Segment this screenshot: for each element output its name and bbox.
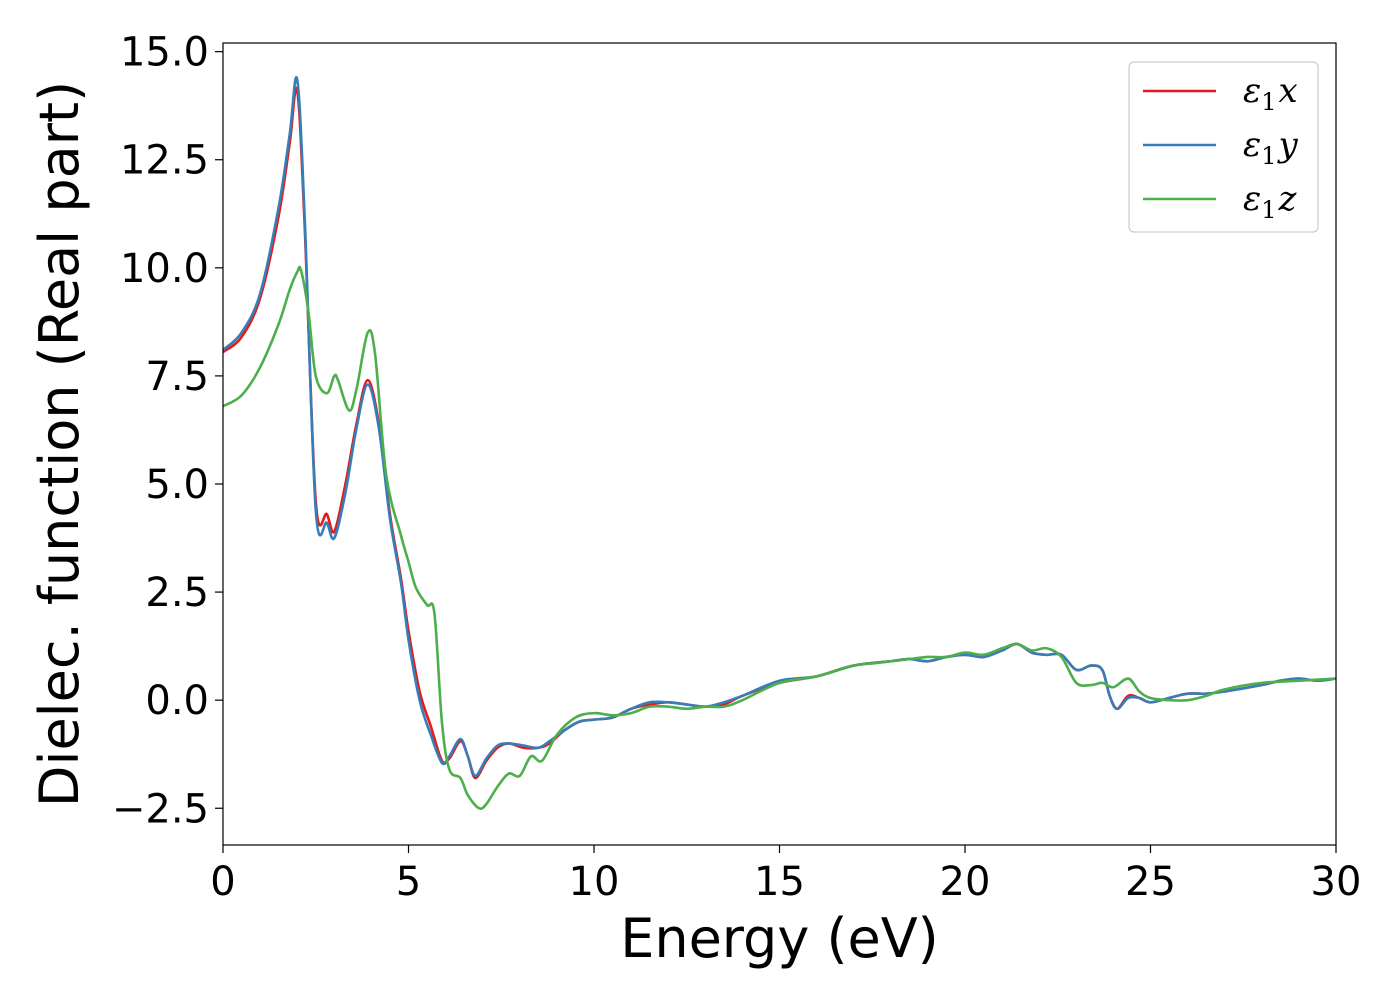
y-tick-label: 10.0: [120, 246, 209, 292]
legend: ε1x ε1y ε1z: [1128, 61, 1319, 233]
x-tick-label: 20: [940, 859, 991, 905]
y-tick-label: 15.0: [120, 30, 209, 76]
legend-label-z: ε1z: [1243, 179, 1298, 224]
series-line-z: [223, 265, 1336, 810]
x-tick-label: 25: [1125, 859, 1176, 905]
x-axis-label: Energy (eV): [620, 907, 939, 970]
y-axis-label: Dielec. function (Real part): [28, 81, 91, 807]
legend-box: [1128, 61, 1319, 233]
x-tick-label: 15: [754, 859, 805, 905]
y-axis-ticks: −2.5 0.0 2.5 5.0 7.5 10.0 12.5 15.0: [112, 30, 223, 832]
plot-lines: [223, 76, 1336, 810]
legend-label-x: ε1x: [1243, 71, 1298, 116]
series-line-y: [223, 76, 1336, 778]
x-tick-label: 0: [210, 859, 235, 905]
y-tick-label: −2.5: [112, 786, 209, 832]
x-tick-label: 10: [569, 859, 620, 905]
y-tick-label: 5.0: [145, 462, 209, 508]
x-tick-label: 30: [1311, 859, 1362, 905]
y-tick-label: 0.0: [145, 678, 209, 724]
x-tick-label: 5: [396, 859, 421, 905]
x-axis-ticks: 0 5 10 15 20 25 30: [210, 845, 1361, 905]
y-tick-label: 2.5: [145, 570, 209, 616]
legend-label-y: ε1y: [1243, 125, 1299, 170]
y-tick-label: 7.5: [145, 354, 209, 400]
y-tick-label: 12.5: [120, 138, 209, 184]
